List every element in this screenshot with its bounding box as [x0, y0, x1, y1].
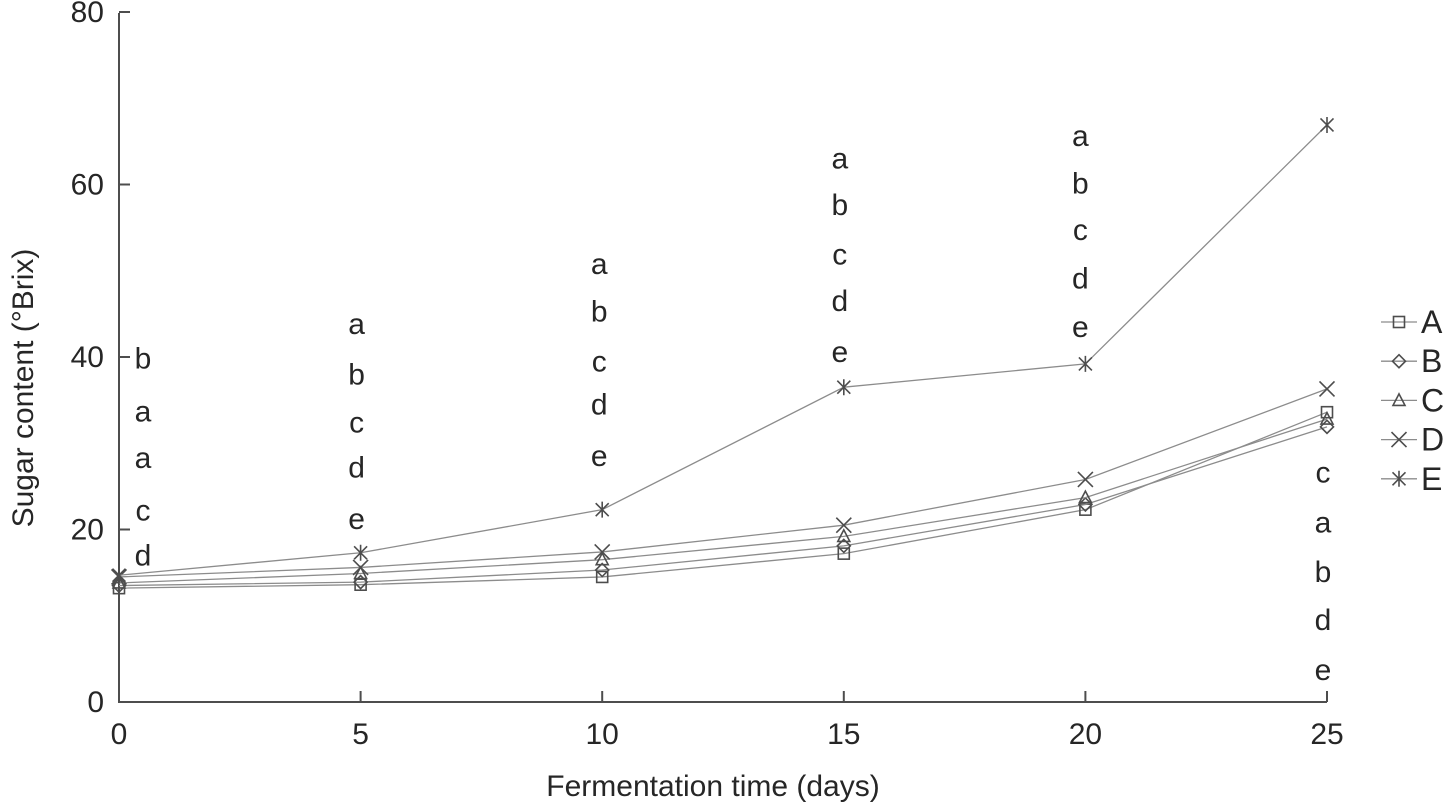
significance-letter: a: [591, 248, 608, 281]
legend-label: E: [1421, 461, 1442, 497]
significance-letter: d: [135, 539, 152, 572]
series-line-E: [118, 124, 1328, 576]
x-marker-icon: [352, 559, 369, 576]
square-marker-icon: [1320, 405, 1334, 419]
x-marker-icon: [594, 543, 611, 560]
significance-letter: d: [1072, 263, 1089, 296]
significance-letter: d: [831, 285, 848, 318]
x-tick-label: 10: [586, 718, 619, 751]
legend-label: C: [1421, 382, 1443, 418]
x-tick-label: 25: [1310, 718, 1343, 751]
diamond-marker-icon: [594, 562, 610, 578]
x-axis-title: Fermentation time (days): [546, 770, 880, 803]
significance-letter: c: [349, 407, 364, 440]
x-tick-label: 20: [1069, 718, 1102, 751]
significance-letter: e: [348, 503, 365, 536]
significance-letter: c: [1073, 214, 1088, 247]
significance-letter: e: [831, 336, 848, 369]
x-marker-icon: [1077, 471, 1094, 488]
x-marker-icon: [835, 517, 852, 534]
significance-letter: b: [135, 343, 152, 376]
series-line-D: [118, 388, 1328, 578]
triangle-marker-icon: [1391, 392, 1407, 407]
significance-letter: b: [348, 358, 365, 391]
legend-label: A: [1421, 304, 1443, 340]
significance-letter: e: [1315, 654, 1332, 687]
series-line-B: [118, 426, 1328, 587]
x-marker-icon: [1390, 431, 1408, 448]
series-line-A: [118, 411, 1328, 589]
asterisk-marker-icon: [836, 379, 851, 396]
square-marker-icon: [837, 547, 851, 560]
significance-letter: a: [1315, 507, 1332, 540]
significance-letter: a: [1072, 120, 1089, 153]
significance-letter: d: [1315, 604, 1332, 637]
triangle-marker-icon: [594, 551, 610, 566]
triangle-marker-icon: [1319, 410, 1335, 425]
square-marker-icon: [1392, 315, 1406, 329]
significance-letter: b: [1072, 168, 1089, 201]
significance-letter: e: [1072, 311, 1089, 344]
legend-label: B: [1421, 343, 1442, 379]
significance-letter: a: [831, 143, 848, 176]
asterisk-marker-icon: [353, 544, 368, 561]
series-line-C: [118, 418, 1328, 584]
asterisk-marker-icon: [1391, 470, 1407, 487]
axis-line: [118, 13, 1327, 703]
significance-letter: d: [591, 388, 608, 421]
significance-letter: b: [831, 189, 848, 222]
significance-letter: b: [1315, 556, 1332, 589]
triangle-marker-icon: [1078, 489, 1093, 504]
significance-letter: a: [135, 442, 152, 475]
significance-letter: c: [1316, 457, 1331, 490]
y-tick-label: 60: [71, 169, 104, 202]
significance-letter: c: [592, 345, 607, 378]
diamond-marker-icon: [1391, 353, 1407, 369]
significance-letter: b: [591, 295, 608, 328]
y-tick-label: 0: [87, 686, 104, 719]
diamond-marker-icon: [352, 574, 369, 590]
significance-letter: a: [348, 308, 365, 341]
x-tick-label: 15: [827, 718, 860, 751]
significance-letter: c: [832, 238, 847, 271]
triangle-marker-icon: [111, 574, 127, 589]
asterisk-marker-icon: [595, 501, 610, 518]
x-tick-label: 5: [352, 718, 369, 751]
legend-label: D: [1421, 422, 1443, 458]
y-tick-label: 40: [71, 341, 104, 374]
triangle-marker-icon: [353, 565, 368, 580]
asterisk-marker-icon: [111, 567, 127, 584]
significance-letter: d: [348, 451, 365, 484]
significance-letter: e: [591, 440, 608, 473]
triangle-marker-icon: [836, 528, 852, 543]
asterisk-marker-icon: [1078, 355, 1093, 372]
significance-letter: a: [135, 395, 152, 428]
x-marker-icon: [1318, 380, 1336, 397]
diamond-marker-icon: [836, 538, 852, 554]
y-tick-label: 80: [71, 0, 104, 29]
square-marker-icon: [595, 570, 609, 584]
asterisk-marker-icon: [1319, 116, 1335, 133]
significance-letter: c: [136, 495, 151, 528]
y-tick-label: 20: [71, 514, 104, 547]
x-tick-label: 0: [111, 718, 128, 751]
